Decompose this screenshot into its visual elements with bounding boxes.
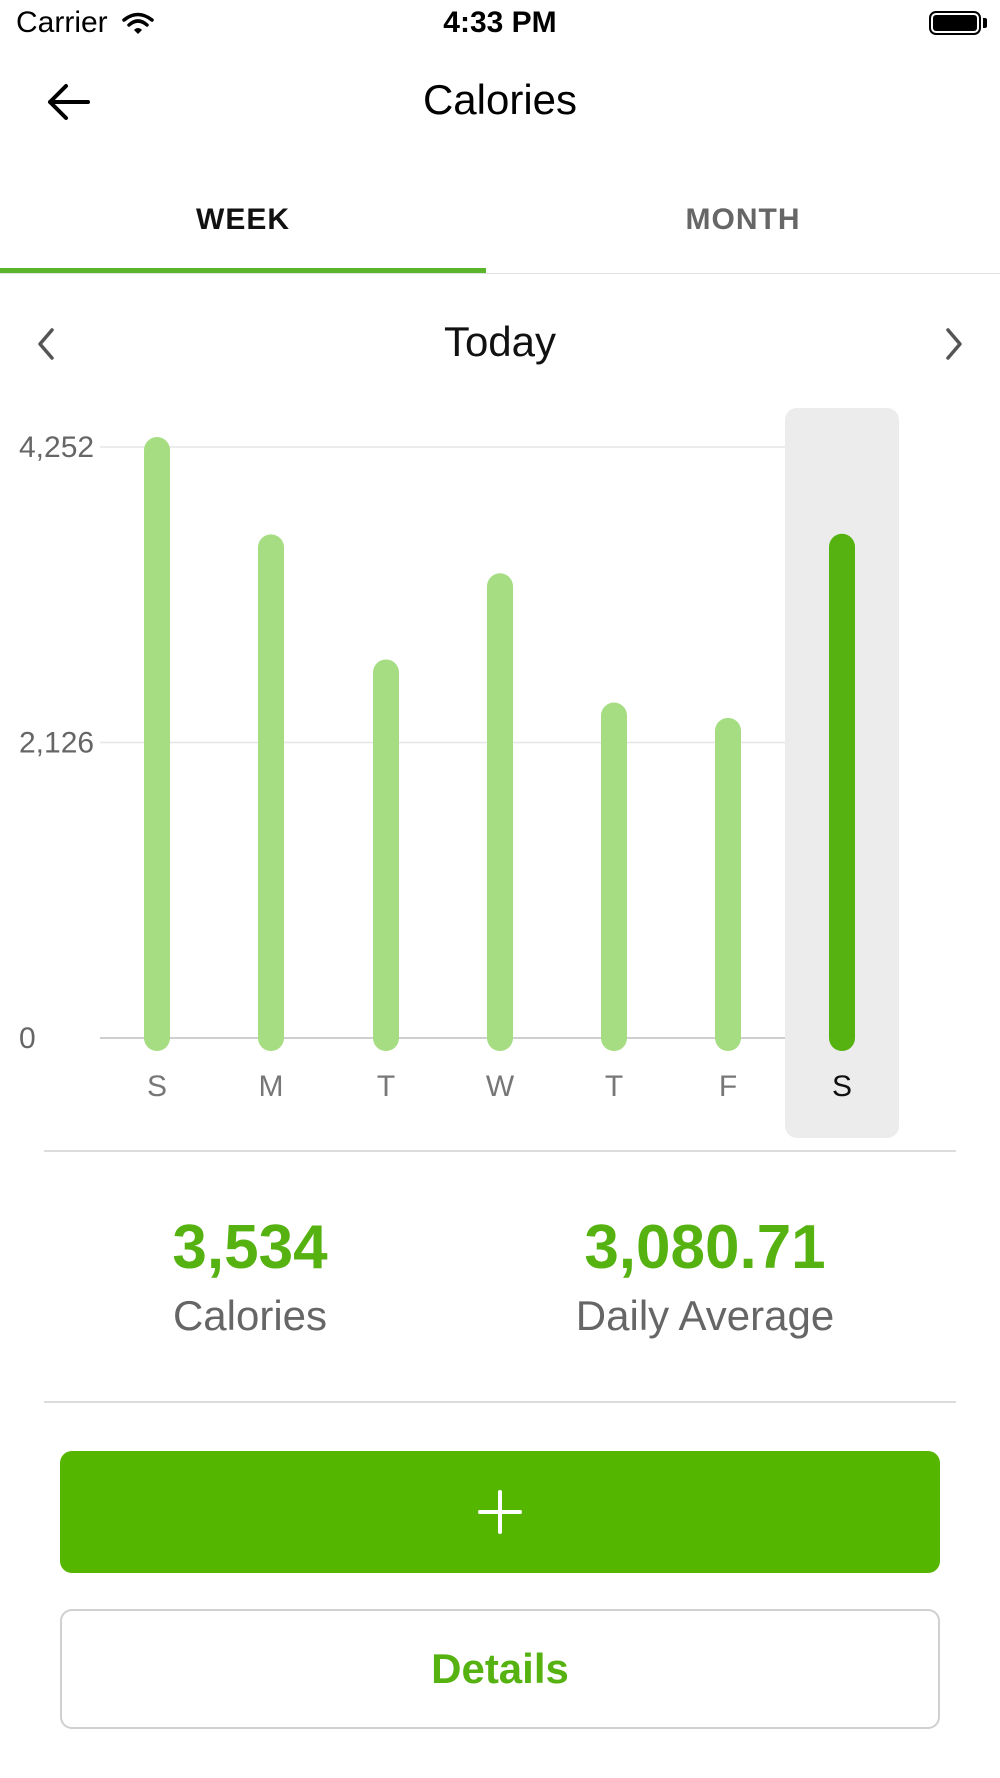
battery-icon — [929, 11, 981, 35]
tab-month[interactable]: MONTH — [685, 203, 801, 236]
period-label: Today — [443, 318, 557, 365]
active-tab-indicator — [0, 268, 486, 273]
x-tick-label: S — [832, 1070, 852, 1103]
page-title: Calories — [422, 76, 578, 123]
status-carrier: Carrier — [16, 6, 108, 39]
calories-total-label: Calories — [172, 1292, 328, 1339]
x-tick-label: F — [719, 1070, 737, 1103]
daily-average-value: 3,080.71 — [584, 1213, 826, 1282]
status-time: 4:33 PM — [443, 6, 557, 39]
divider — [44, 1150, 956, 1152]
x-tick-label: T — [605, 1070, 623, 1103]
x-tick-label: M — [259, 1070, 284, 1103]
calories-bar-chart: 4,252 2,126 0 S M T W T F S — [19, 408, 899, 1138]
battery-cap — [983, 18, 987, 28]
wifi-icon — [122, 12, 154, 34]
x-tick-label: T — [377, 1070, 395, 1103]
x-tick-label: W — [486, 1070, 515, 1103]
y-tick-label: 0 — [19, 1022, 36, 1055]
tabs-divider — [0, 273, 1000, 274]
details-button[interactable]: Details — [60, 1609, 940, 1729]
back-arrow-icon[interactable] — [44, 80, 94, 124]
add-calories-button[interactable] — [60, 1451, 940, 1573]
calories-total-value: 3,534 — [172, 1213, 328, 1282]
tab-week[interactable]: WEEK — [196, 203, 290, 236]
plus-icon — [478, 1490, 522, 1534]
y-tick-label: 2,126 — [19, 727, 94, 760]
x-tick-label: S — [147, 1070, 167, 1103]
divider — [44, 1401, 956, 1403]
y-tick-label: 4,252 — [19, 431, 94, 464]
daily-average-label: Daily Average — [575, 1292, 835, 1339]
chevron-right-icon[interactable] — [940, 324, 970, 364]
chevron-left-icon[interactable] — [30, 324, 60, 364]
